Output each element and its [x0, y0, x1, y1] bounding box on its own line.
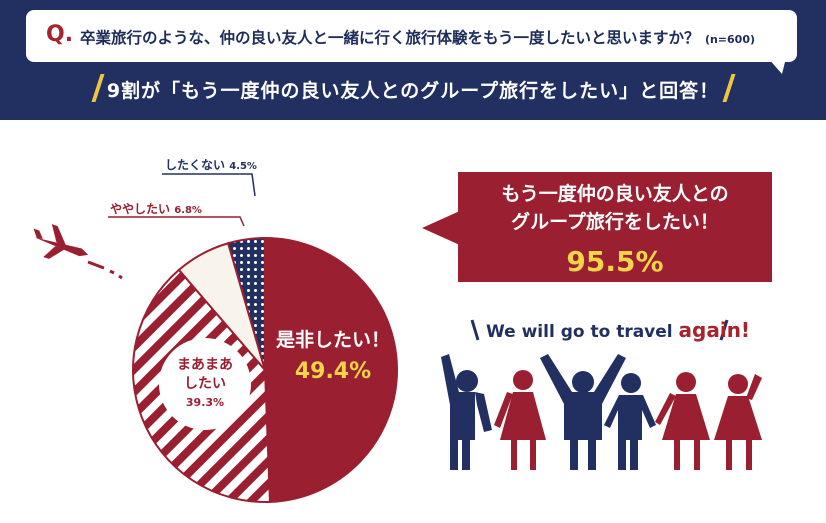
tagline-highlight: again!	[678, 318, 751, 342]
callout-text: もう一度仲の良い友人との グループ旅行をしたい！	[458, 180, 772, 236]
slice-label-somewhat-2: したい	[184, 376, 226, 392]
tagline: We will go to travel again!	[486, 318, 750, 342]
leader-line-no	[162, 173, 256, 197]
pie-slice-yes	[264, 236, 398, 503]
question-text: 卒業旅行のような、仲の良い友人と一緒に行く旅行体験をもう一度したいと思いますか？…	[80, 26, 755, 48]
slice-label-yes: 是非したい！	[276, 329, 390, 351]
callout-line-2: グループ旅行をしたい！	[511, 211, 719, 233]
person-icon	[540, 354, 626, 470]
tagline-text: We will go to travel	[486, 322, 679, 342]
question-bubble-tail	[768, 58, 786, 74]
question-body: 卒業旅行のような、仲の良い友人と一緒に行く旅行体験をもう一度したいと思いますか？	[80, 29, 700, 47]
stripes-label-disc	[159, 338, 251, 430]
headline: 9割が「もう一度仲の良い友人とのグループ旅行をしたい」と回答！	[106, 80, 720, 102]
slice-label-somewhat-1: まあまあ	[177, 357, 233, 373]
slice-value-somewhat: 39.3%	[186, 396, 224, 409]
person-icon	[655, 372, 710, 470]
person-icon	[494, 370, 546, 470]
chart-area: 是非したい！ 49.4% まあまあ したい 39.3% ややしたい 6.8% し…	[33, 158, 762, 503]
slice-label-slightly: ややしたい 6.8%	[110, 202, 202, 216]
question-bubble	[26, 10, 797, 62]
slice-label-no: したくない 4.5%	[165, 158, 257, 172]
person-icon	[441, 354, 492, 470]
leader-line-slightly	[108, 216, 245, 227]
pie-slice-no	[226, 236, 266, 371]
callout-box	[458, 172, 772, 282]
callout-line-1: もう一度仲の良い友人との	[501, 183, 729, 205]
question-marker: Q.	[46, 22, 74, 47]
person-icon	[604, 373, 656, 470]
callout-value: 95.5%	[566, 245, 664, 278]
tagline-right-slash	[719, 319, 729, 341]
slice-value-yes: 49.4%	[295, 359, 371, 384]
person-icon	[714, 374, 762, 470]
people-illustration	[441, 354, 762, 470]
airplane-icon	[33, 224, 89, 259]
sample-size: (n=600)	[704, 33, 756, 46]
tagline-left-slash	[470, 319, 480, 341]
flight-trail	[87, 260, 123, 280]
callout-tail	[422, 210, 462, 246]
